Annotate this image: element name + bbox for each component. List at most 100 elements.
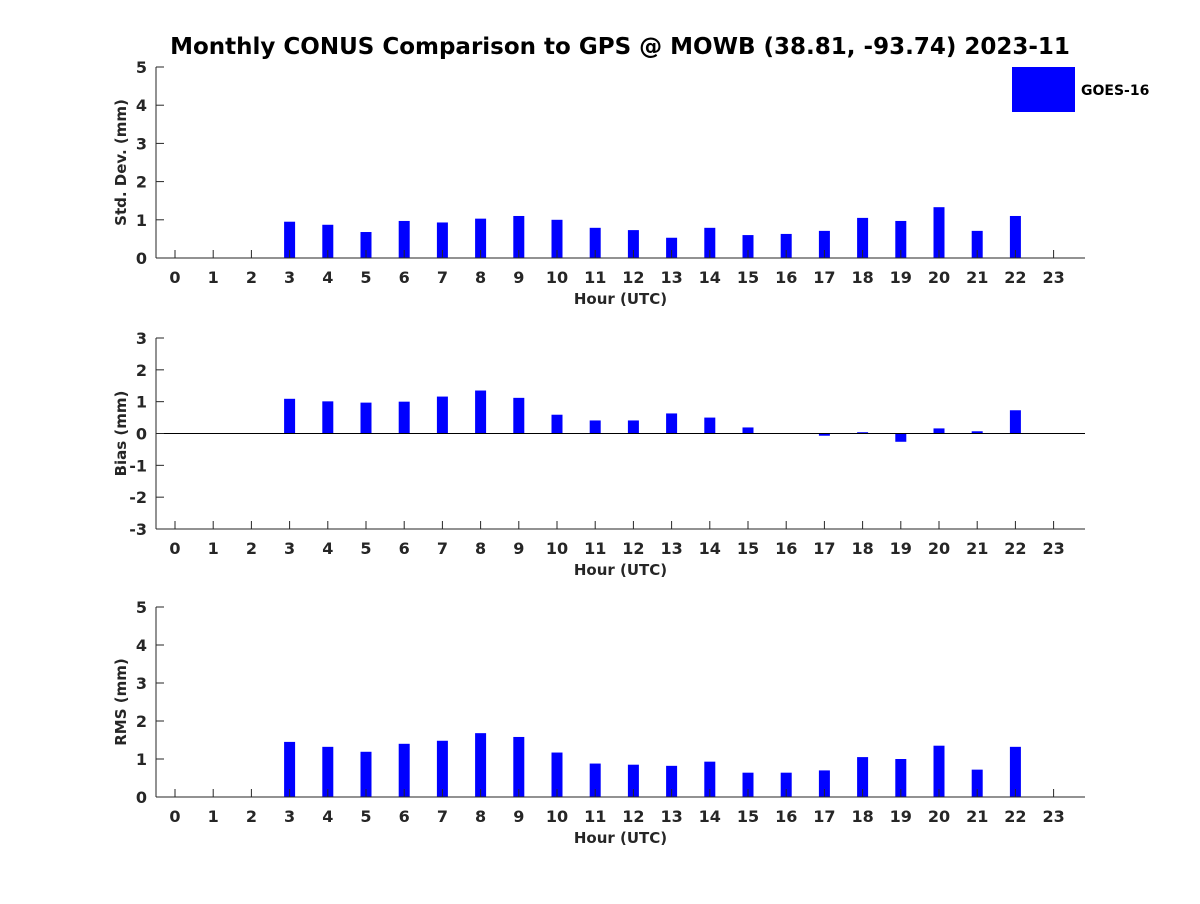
x-tick-label: 18 bbox=[851, 539, 873, 558]
x-tick-label: 6 bbox=[399, 807, 410, 826]
y-tick-label: 1 bbox=[136, 211, 147, 230]
bar-rms-hour-6 bbox=[398, 743, 410, 797]
x-tick-label: 4 bbox=[322, 807, 333, 826]
bar-bias-hour-5 bbox=[360, 402, 372, 434]
y-tick-label: 1 bbox=[136, 393, 147, 412]
bar-rms-hour-15 bbox=[742, 772, 754, 797]
bar-std-dev-hour-5 bbox=[360, 232, 372, 258]
bar-rms-hour-16 bbox=[780, 772, 792, 797]
x-tick-label: 4 bbox=[322, 268, 333, 287]
bar-rms-hour-19 bbox=[895, 759, 907, 797]
bar-std-dev-hour-7 bbox=[436, 222, 448, 258]
y-tick-label: 5 bbox=[136, 598, 147, 617]
bar-std-dev-hour-13 bbox=[666, 237, 678, 258]
bar-bias-hour-21 bbox=[971, 431, 983, 434]
bar-rms-hour-22 bbox=[1009, 746, 1021, 797]
bar-bias-hour-7 bbox=[436, 396, 448, 434]
bar-std-dev-hour-6 bbox=[398, 220, 410, 258]
x-tick-label: 22 bbox=[1004, 807, 1026, 826]
x-tick-label: 4 bbox=[322, 539, 333, 558]
x-tick-label: 10 bbox=[546, 539, 568, 558]
x-tick-label: 6 bbox=[399, 539, 410, 558]
x-tick-label: 16 bbox=[775, 268, 797, 287]
y-tick-label: 5 bbox=[136, 58, 147, 77]
x-axis-label: Hour (UTC) bbox=[574, 561, 667, 579]
x-tick-label: 14 bbox=[699, 539, 721, 558]
x-tick-label: 22 bbox=[1004, 268, 1026, 287]
bar-rms-hour-12 bbox=[627, 764, 639, 797]
x-tick-label: 2 bbox=[246, 268, 257, 287]
bar-rms-hour-5 bbox=[360, 751, 372, 797]
bar-bias-hour-6 bbox=[398, 401, 410, 434]
x-tick-label: 19 bbox=[890, 539, 912, 558]
x-tick-label: 10 bbox=[546, 807, 568, 826]
chart-title: Monthly CONUS Comparison to GPS @ MOWB (… bbox=[170, 34, 1070, 60]
legend-swatch bbox=[1012, 67, 1075, 112]
y-tick-label: 4 bbox=[136, 636, 147, 655]
bar-bias-hour-20 bbox=[933, 428, 945, 434]
bar-bias-hour-12 bbox=[627, 420, 639, 434]
legend: GOES-16 bbox=[1012, 67, 1149, 112]
x-tick-label: 12 bbox=[622, 539, 644, 558]
x-tick-label: 7 bbox=[437, 539, 448, 558]
x-tick-label: 15 bbox=[737, 807, 759, 826]
x-tick-label: 11 bbox=[584, 539, 606, 558]
x-tick-label: 5 bbox=[360, 268, 371, 287]
bar-std-dev-hour-21 bbox=[971, 230, 983, 258]
y-tick-label: 3 bbox=[136, 329, 147, 348]
y-axis-label: Bias (mm) bbox=[112, 391, 130, 477]
bar-rms-hour-10 bbox=[551, 752, 563, 797]
x-tick-label: 15 bbox=[737, 539, 759, 558]
bar-bias-hour-8 bbox=[475, 390, 487, 434]
x-tick-label: 3 bbox=[284, 807, 295, 826]
y-tick-label: -2 bbox=[129, 488, 147, 507]
y-tick-label: 4 bbox=[136, 96, 147, 115]
y-axis-label: RMS (mm) bbox=[112, 658, 130, 745]
bar-std-dev-hour-14 bbox=[704, 227, 716, 258]
x-tick-label: 9 bbox=[513, 539, 524, 558]
x-tick-label: 14 bbox=[699, 268, 721, 287]
bar-rms-hour-20 bbox=[933, 745, 945, 797]
bar-std-dev-hour-9 bbox=[513, 215, 525, 258]
x-tick-label: 17 bbox=[813, 268, 835, 287]
bar-bias-hour-18 bbox=[857, 432, 869, 434]
bar-std-dev-hour-4 bbox=[322, 224, 334, 258]
x-tick-label: 14 bbox=[699, 807, 721, 826]
bar-std-dev-hour-11 bbox=[589, 227, 601, 258]
legend-label: GOES-16 bbox=[1081, 83, 1149, 99]
bar-rms-hour-4 bbox=[322, 746, 334, 797]
x-tick-label: 9 bbox=[513, 807, 524, 826]
bar-rms-hour-13 bbox=[666, 765, 678, 797]
bar-bias-hour-13 bbox=[666, 413, 678, 434]
bar-std-dev-hour-15 bbox=[742, 235, 754, 258]
x-axis-label: Hour (UTC) bbox=[574, 829, 667, 847]
bar-rms-hour-11 bbox=[589, 763, 601, 797]
bar-rms-hour-9 bbox=[513, 736, 525, 797]
x-tick-label: 15 bbox=[737, 268, 759, 287]
x-tick-label: 7 bbox=[437, 807, 448, 826]
bar-rms-hour-14 bbox=[704, 761, 716, 797]
bar-rms-hour-8 bbox=[475, 733, 487, 797]
bar-rms-hour-17 bbox=[818, 770, 830, 797]
bar-bias-hour-3 bbox=[284, 398, 296, 434]
y-tick-label: 2 bbox=[136, 361, 147, 380]
x-tick-label: 21 bbox=[966, 807, 988, 826]
x-tick-label: 11 bbox=[584, 807, 606, 826]
x-tick-label: 19 bbox=[890, 268, 912, 287]
x-tick-label: 5 bbox=[360, 807, 371, 826]
x-tick-label: 13 bbox=[660, 807, 682, 826]
x-tick-label: 8 bbox=[475, 268, 486, 287]
x-tick-label: 23 bbox=[1042, 539, 1064, 558]
x-tick-label: 0 bbox=[169, 268, 180, 287]
x-tick-label: 23 bbox=[1042, 268, 1064, 287]
y-tick-label: -1 bbox=[129, 456, 147, 475]
bar-bias-hour-4 bbox=[322, 401, 334, 434]
x-tick-label: 12 bbox=[622, 268, 644, 287]
bar-rms-hour-18 bbox=[857, 757, 869, 797]
bar-rms-hour-21 bbox=[971, 769, 983, 797]
x-tick-label: 23 bbox=[1042, 807, 1064, 826]
bar-bias-hour-19 bbox=[895, 433, 907, 442]
